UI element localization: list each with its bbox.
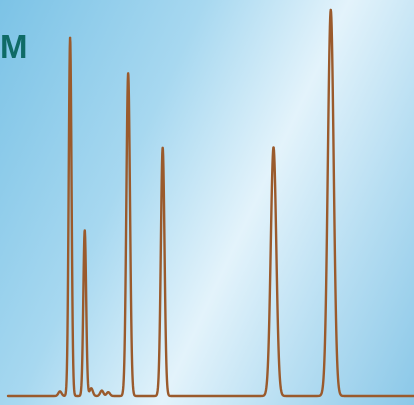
peak-markers — [68, 8, 332, 232]
chart-title-fragment: M — [0, 28, 28, 65]
peak-apex-1 — [68, 36, 72, 39]
peak-apex-2 — [83, 229, 86, 232]
peak-apex-3 — [126, 72, 130, 75]
peak-apex-6 — [329, 8, 332, 12]
peak-apex-4 — [161, 146, 164, 149]
peak-apex-5 — [272, 146, 275, 149]
chromatogram-trace — [6, 8, 414, 398]
